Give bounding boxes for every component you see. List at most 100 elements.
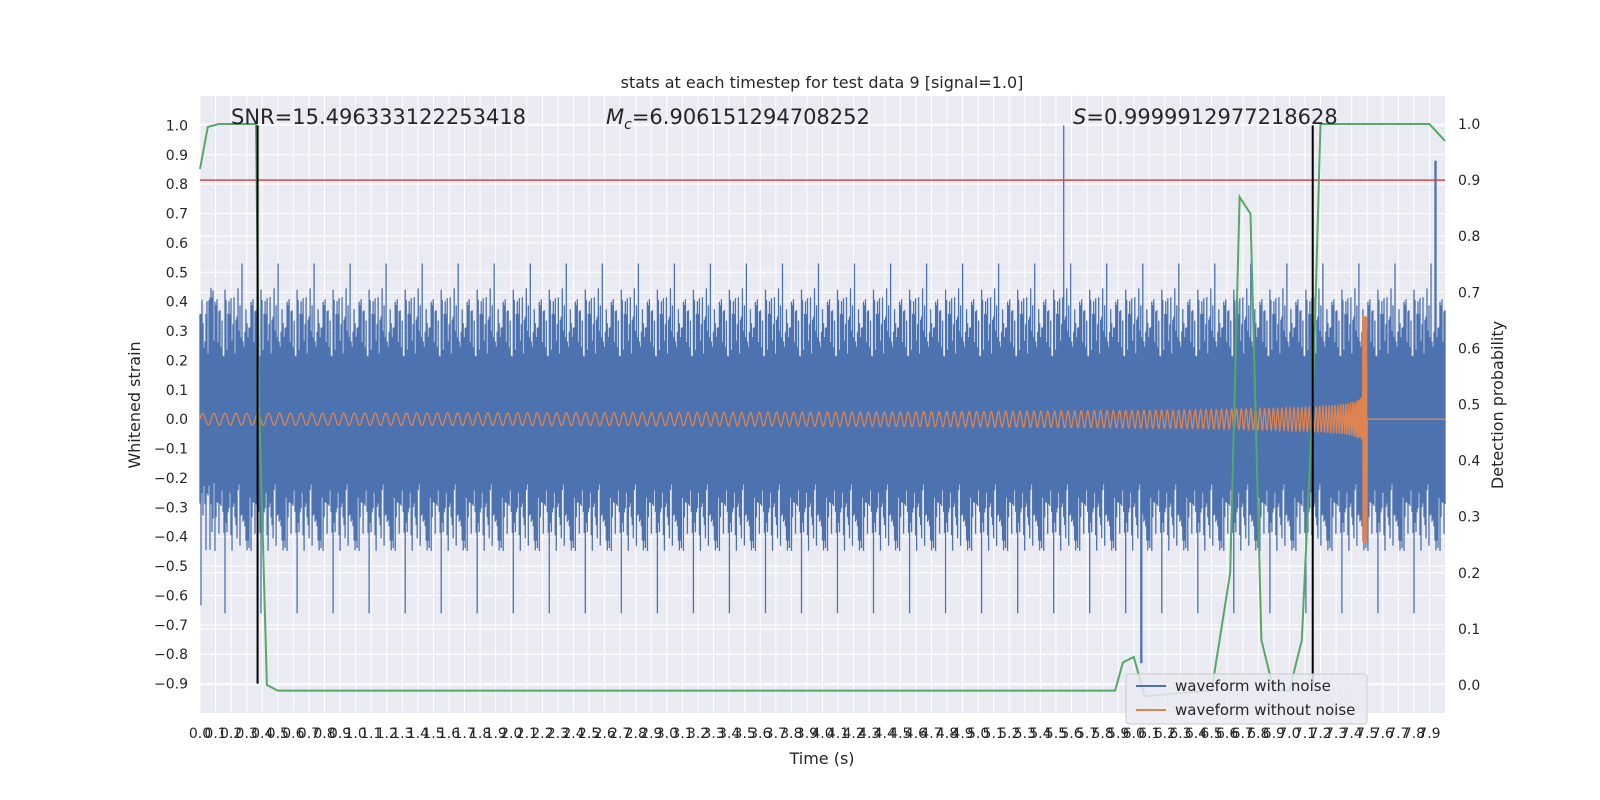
- x-tick-label: 5.6: [1060, 726, 1082, 742]
- y-tick-label: 0.5: [166, 265, 188, 281]
- x-tick-label: 4.2: [842, 726, 864, 742]
- x-tick-label: 1.5: [422, 726, 444, 742]
- x-tick-label: 0.9: [329, 726, 351, 742]
- y-tick-label: 0.6: [166, 236, 188, 252]
- y-tick-label: −0.6: [154, 588, 188, 604]
- series-waveform-without-noise: [199, 316, 1445, 543]
- x-tick-label: 5.7: [1076, 726, 1098, 742]
- chart-title: stats at each timestep for test data 9 […: [621, 73, 1024, 92]
- x-tick-label: 0.3: [236, 726, 258, 742]
- x-tick-label: 7.0: [1278, 726, 1300, 742]
- x-tick-label: 4.4: [874, 726, 896, 742]
- x-tick-label: 4.1: [827, 726, 849, 742]
- x-tick-label: 5.2: [998, 726, 1020, 742]
- x-tick-label: 7.2: [1309, 726, 1331, 742]
- x-tick-label: 7.5: [1356, 726, 1378, 742]
- x-tick-label: 0.5: [267, 726, 289, 742]
- y2-tick-label: 1.0: [1458, 117, 1480, 133]
- series-waveform-with-noise: [199, 125, 1446, 664]
- x-tick-label: 4.5: [889, 726, 911, 742]
- x-tick-label: 6.6: [1216, 726, 1238, 742]
- x-tick-label: 3.1: [671, 726, 693, 742]
- y2-tick-label: 0.5: [1458, 398, 1480, 414]
- x-tick-label: 1.4: [407, 726, 429, 742]
- x-tick-label: 3.8: [780, 726, 802, 742]
- x-tick-label: 2.0: [500, 726, 522, 742]
- x-tick-label: 2.8: [625, 726, 647, 742]
- x-tick-label: 1.7: [453, 726, 475, 742]
- x-tick-label: 0.6: [282, 726, 304, 742]
- series-detection-probability: [199, 123, 1446, 698]
- y-axis-label: Whitened strain: [125, 341, 144, 468]
- snr-annotation: SNR=15.496333122253418: [231, 105, 526, 129]
- x-tick-label: 4.9: [951, 726, 973, 742]
- y-tick-label: 0.0: [166, 412, 188, 428]
- x-tick-label: 4.6: [905, 726, 927, 742]
- x-tick-label: 0.8: [313, 726, 335, 742]
- legend: waveform with noise waveform without noi…: [1125, 673, 1368, 725]
- y2-ticks: 0.0 0.1 0.2 0.3 0.4 0.5 0.6 0.7 0.8 0.9 1.0: [1458, 117, 1480, 694]
- x-tick-label: 5.9: [1107, 726, 1129, 742]
- x-tick-label: 4.3: [858, 726, 880, 742]
- x-axis-label: Time (s): [788, 749, 854, 768]
- y-tick-label: 0.1: [166, 383, 188, 399]
- x-tick-label: 4.0: [811, 726, 833, 742]
- x-tick-label: 3.5: [734, 726, 756, 742]
- x-tick-label: 6.1: [1138, 726, 1160, 742]
- x-tick-label: 3.9: [796, 726, 818, 742]
- x-tick-label: 3.3: [702, 726, 724, 742]
- x-tick-label: 0.4: [251, 726, 273, 742]
- y-tick-label: −0.1: [154, 442, 188, 458]
- chirp-mass-value: =6.906151294708252: [632, 105, 870, 129]
- clean-trace: [199, 316, 1445, 543]
- score-value: =0.9999912977218628: [1086, 105, 1337, 129]
- x-tick-label: 7.1: [1294, 726, 1316, 742]
- x-tick-label: 6.5: [1200, 726, 1222, 742]
- y2-tick-label: 0.2: [1458, 566, 1480, 582]
- score-symbol: S: [1073, 105, 1086, 129]
- x-tick-label: 2.1: [516, 726, 538, 742]
- y2-tick-label: 0.9: [1458, 173, 1480, 189]
- y2-tick-label: 0.3: [1458, 510, 1480, 526]
- x-tick-label: 6.2: [1154, 726, 1176, 742]
- x-tick-label: 1.6: [438, 726, 460, 742]
- y2-tick-label: 0.7: [1458, 285, 1480, 301]
- x-tick-label: 1.8: [469, 726, 491, 742]
- x-tick-label: 6.0: [1123, 726, 1145, 742]
- x-tick-label: 1.3: [391, 726, 413, 742]
- x-tick-label: 4.7: [920, 726, 942, 742]
- x-tick-label: 7.7: [1387, 726, 1409, 742]
- score-annotation: S=0.9999912977218628: [1073, 105, 1338, 129]
- vertical-markers: [256, 125, 1314, 684]
- y-tick-label: −0.2: [154, 471, 188, 487]
- x-tick-label: 2.6: [593, 726, 615, 742]
- x-tick-label: 5.4: [1029, 726, 1051, 742]
- x-tick-label: 1.9: [485, 726, 507, 742]
- x-tick-label: 0.0: [189, 726, 211, 742]
- x-tick-label: 2.5: [578, 726, 600, 742]
- x-tick-label: 2.7: [609, 726, 631, 742]
- chirp-mass-subscript: c: [624, 117, 632, 133]
- y-tick-label: −0.8: [154, 647, 188, 663]
- x-tick-label: 7.6: [1372, 726, 1394, 742]
- x-ticks: 0.00.10.20.30.40.50.60.70.80.91.01.11.21…: [189, 726, 1441, 742]
- x-tick-label: 5.3: [1014, 726, 1036, 742]
- x-tick-label: 4.8: [936, 726, 958, 742]
- x-tick-label: 6.7: [1232, 726, 1254, 742]
- x-tick-label: 0.2: [220, 726, 242, 742]
- x-tick-label: 6.4: [1185, 726, 1207, 742]
- x-tick-label: 6.3: [1169, 726, 1191, 742]
- x-tick-label: 3.7: [765, 726, 787, 742]
- x-tick-label: 5.0: [967, 726, 989, 742]
- y-tick-label: −0.9: [154, 677, 188, 693]
- x-tick-label: 1.0: [344, 726, 366, 742]
- y-tick-label: −0.4: [154, 530, 188, 546]
- x-tick-label: 2.9: [640, 726, 662, 742]
- y2-tick-label: 0.8: [1458, 229, 1480, 245]
- legend-label-noisy: waveform with noise: [1175, 677, 1331, 695]
- y-tick-label: 0.8: [166, 177, 188, 193]
- x-tick-label: 6.9: [1263, 726, 1285, 742]
- x-tick-label: 2.2: [531, 726, 553, 742]
- x-tick-label: 3.2: [687, 726, 709, 742]
- x-tick-label: 3.4: [718, 726, 740, 742]
